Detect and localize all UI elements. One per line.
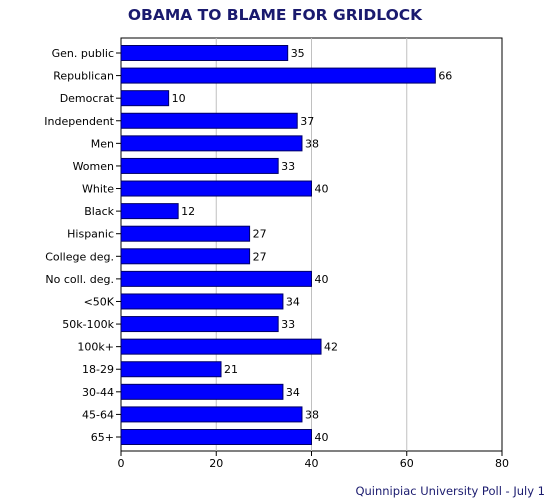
category-label: 100k+ — [77, 341, 114, 354]
bar — [120, 338, 322, 355]
value-label: 33 — [281, 318, 295, 331]
bar — [120, 316, 279, 333]
bar — [120, 157, 279, 174]
bar — [120, 45, 289, 61]
bar — [120, 90, 170, 107]
value-label: 21 — [224, 363, 238, 376]
category-label: Independent — [44, 115, 114, 128]
category-label: Gen. public — [52, 47, 114, 60]
value-label: 38 — [305, 408, 319, 421]
category-label: Republican — [53, 70, 114, 83]
value-label: 33 — [281, 160, 295, 173]
x-tick-label: 60 — [400, 457, 414, 470]
grid-lines — [215, 38, 408, 451]
bar — [120, 225, 251, 242]
value-label: 37 — [300, 115, 314, 128]
bar — [120, 248, 251, 265]
x-axis-ticks: 0 20 40 60 80 — [118, 451, 509, 470]
category-label: Democrat — [60, 92, 115, 105]
bar — [120, 406, 303, 423]
category-label: 18-29 — [82, 363, 114, 376]
value-label: 27 — [253, 228, 267, 241]
value-label: 12 — [181, 205, 195, 218]
value-label: 10 — [172, 92, 186, 105]
value-label: 35 — [291, 47, 305, 60]
category-label: 50k-100k — [62, 318, 114, 331]
bar — [120, 270, 312, 287]
bar — [120, 135, 303, 152]
bar — [120, 383, 284, 400]
value-label: 42 — [324, 341, 338, 354]
category-labels: Gen. public Republican Democrat Independent… — [44, 47, 121, 444]
value-label: 40 — [315, 183, 329, 196]
bar — [120, 180, 312, 197]
value-label: 66 — [438, 70, 452, 83]
bar — [120, 203, 179, 220]
category-label: Men — [91, 137, 114, 150]
category-label: College deg. — [45, 250, 114, 263]
chart-title: OBAMA TO BLAME FOR GRIDLOCK — [127, 6, 423, 24]
category-label: No coll. deg. — [45, 273, 114, 286]
category-label: Black — [84, 205, 114, 218]
category-label: Women — [73, 160, 114, 173]
x-tick-label: 80 — [495, 457, 509, 470]
value-label: 40 — [315, 431, 329, 444]
value-label: 38 — [305, 137, 319, 150]
x-tick-label: 40 — [305, 457, 319, 470]
category-label: Hispanic — [67, 228, 114, 241]
bar — [120, 67, 436, 84]
category-label: 65+ — [91, 431, 114, 444]
bar — [120, 112, 298, 129]
value-label: 34 — [286, 295, 300, 308]
bar — [120, 429, 312, 445]
value-labels: 35 66 10 37 38 33 40 12 27 27 40 34 33 42 21 34 38 40 — [172, 47, 453, 444]
chart-source: Quinnipiac University Poll - July 1 — [355, 484, 545, 498]
value-label: 40 — [315, 273, 329, 286]
x-tick-label: 20 — [209, 457, 223, 470]
category-label: White — [82, 183, 114, 196]
bar — [120, 361, 222, 378]
category-label: 30-44 — [82, 386, 114, 399]
value-label: 34 — [286, 386, 300, 399]
category-label: <50K — [84, 295, 115, 308]
category-label: 45-64 — [82, 408, 114, 421]
bar — [120, 293, 284, 310]
value-label: 27 — [253, 250, 267, 263]
x-tick-label: 0 — [118, 457, 125, 470]
